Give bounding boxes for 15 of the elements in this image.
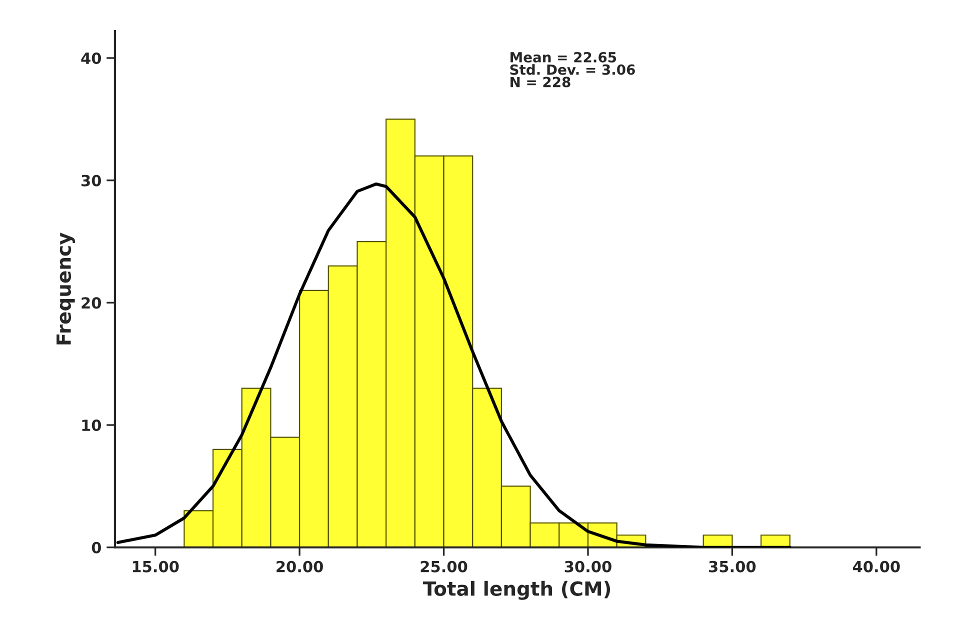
annotation: Mean = 22.65 Std. Dev. = 3.06 N = 228 xyxy=(510,52,635,88)
x-tick-label: 20.00 xyxy=(276,560,323,572)
x-tick-label: 35.00 xyxy=(709,560,756,572)
x-tick-label: 30.00 xyxy=(564,560,612,572)
x-axis-title: Total length (CM) xyxy=(423,580,610,600)
y-tick-label: 30 xyxy=(82,174,102,186)
y-tick-label: 20 xyxy=(82,297,102,309)
x-tick-label: 25.00 xyxy=(420,560,468,572)
y-axis-title: Frequency xyxy=(56,232,75,344)
y-tick-label: 10 xyxy=(82,419,102,432)
y-tick-label: 0 xyxy=(92,542,102,554)
x-tick-label: 15.00 xyxy=(132,560,179,572)
y-tick-label: 40 xyxy=(81,52,102,64)
x-tick-label: 40.00 xyxy=(852,560,900,572)
line-series xyxy=(116,182,792,548)
